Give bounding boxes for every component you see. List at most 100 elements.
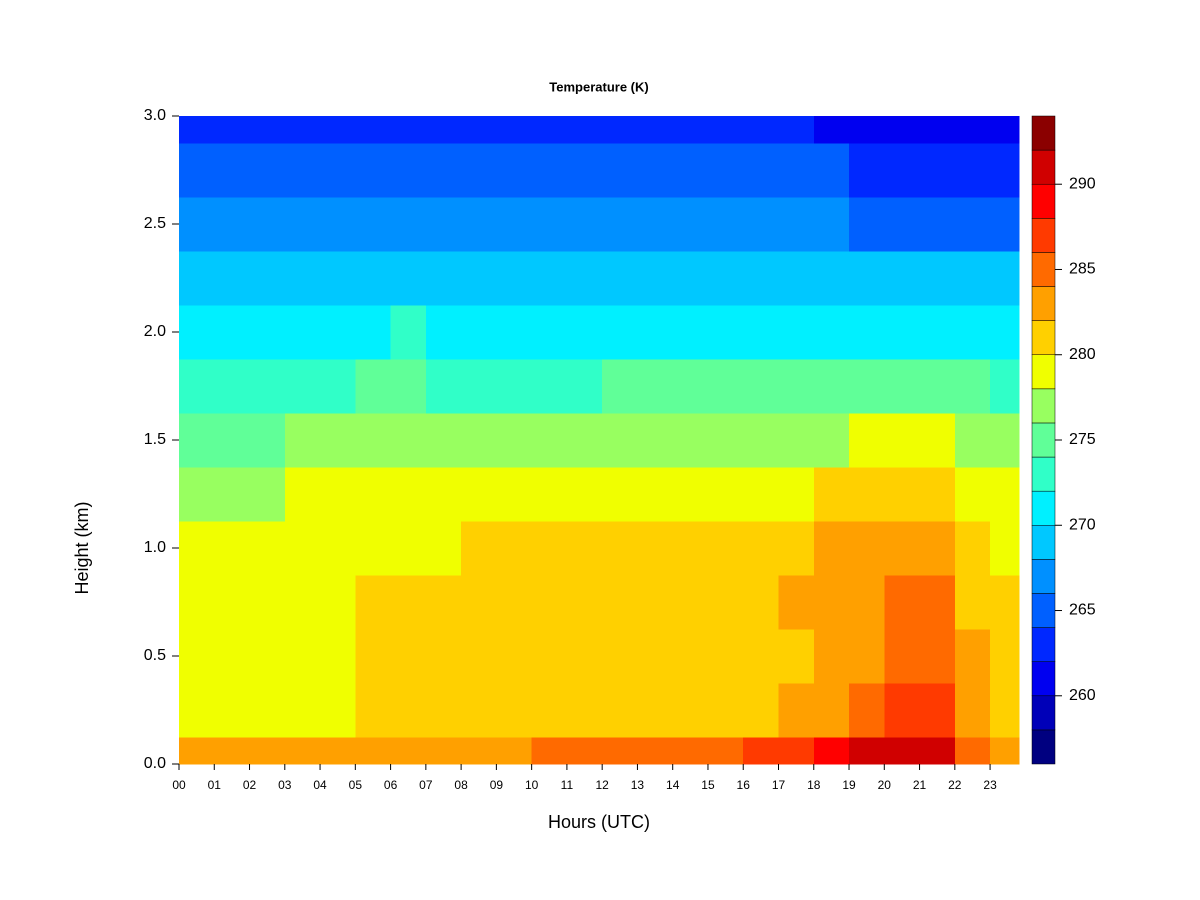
y-axis-label: Height (km): [72, 501, 92, 594]
contour-cell: [425, 737, 462, 765]
contour-cell: [990, 737, 1020, 765]
x-tick-label: 18: [807, 778, 821, 792]
contour-cell: [919, 359, 956, 414]
contour-cell: [179, 116, 215, 144]
contour-cell: [531, 305, 568, 360]
contour-cell: [214, 251, 251, 306]
contour-cell: [496, 305, 533, 360]
contour-cell: [214, 521, 251, 576]
contour-cell: [602, 467, 639, 522]
x-tick-label: 07: [419, 778, 433, 792]
contour-cell: [637, 683, 674, 738]
contour-cell: [743, 521, 780, 576]
contour-cell: [954, 413, 991, 468]
contour-cell: [778, 359, 815, 414]
contour-cell: [496, 467, 533, 522]
contour-cell: [355, 737, 392, 765]
contour-cell: [707, 575, 744, 630]
contour-cell: [461, 359, 497, 414]
contour-cell: [602, 116, 639, 144]
contour-cell: [249, 197, 286, 252]
colorbar-band: [1031, 593, 1056, 628]
contour-cell: [672, 467, 709, 522]
x-tick-label: 21: [913, 778, 927, 792]
contour-cell: [461, 629, 497, 684]
contour-cell: [707, 359, 744, 414]
contour-cell: [531, 197, 568, 252]
contour-cell: [672, 521, 709, 576]
contour-cell: [425, 521, 462, 576]
contour-cell: [849, 575, 885, 630]
contour-cell: [672, 251, 709, 306]
contour-cell: [813, 197, 850, 252]
contour-cell: [320, 575, 356, 630]
contour-cell: [566, 467, 603, 522]
x-tick-label: 08: [454, 778, 468, 792]
contour-cell: [954, 467, 991, 522]
contour-cell: [249, 359, 286, 414]
contour-cell: [672, 413, 709, 468]
contour-cell: [990, 683, 1020, 738]
contour-cell: [707, 197, 744, 252]
contour-cell: [954, 521, 991, 576]
contour-cell: [461, 521, 497, 576]
contour-cell: [602, 521, 639, 576]
contour-cell: [531, 116, 568, 144]
contour-cell: [884, 143, 921, 198]
contour-cell: [390, 629, 427, 684]
contour-cell: [884, 197, 921, 252]
contour-cell: [214, 413, 251, 468]
contour-cell: [425, 305, 462, 360]
contour-cell: [531, 737, 568, 765]
contour-cell: [179, 413, 215, 468]
x-tick-label: 06: [384, 778, 398, 792]
contour-cell: [919, 143, 956, 198]
contour-cell: [637, 737, 674, 765]
contour-cell: [320, 116, 356, 144]
contour-cell: [813, 116, 850, 144]
contour-cell: [320, 629, 356, 684]
contour-cell: [355, 683, 392, 738]
contour-cell: [602, 575, 639, 630]
colorbar-band: [1031, 525, 1056, 560]
colorbar-band: [1031, 320, 1056, 355]
x-tick-label: 11: [561, 778, 574, 792]
colorbar-band: [1031, 149, 1056, 185]
contour-cell: [566, 413, 603, 468]
colorbar-band: [1031, 456, 1056, 492]
x-tick-label: 05: [349, 778, 363, 792]
contour-cell: [813, 413, 850, 468]
contour-cell: [496, 629, 533, 684]
contour-cell: [602, 413, 639, 468]
contour-cell: [461, 197, 497, 252]
contour-cell: [496, 116, 533, 144]
contour-cell: [919, 251, 956, 306]
contour-cell: [849, 629, 885, 684]
contour-cell: [355, 251, 392, 306]
contour-cell: [566, 116, 603, 144]
colorbar-band: [1031, 115, 1056, 151]
contour-cell: [320, 413, 356, 468]
contour-cell: [214, 467, 251, 522]
contour-cell: [778, 413, 815, 468]
colorbar-band: [1031, 218, 1056, 253]
contour-cell: [637, 305, 674, 360]
contour-cell: [707, 305, 744, 360]
contour-cell: [496, 683, 533, 738]
contour-cell: [637, 629, 674, 684]
contour-cell: [461, 575, 497, 630]
contour-cell: [284, 116, 321, 144]
contour-cell: [849, 467, 885, 522]
contour-cell: [566, 143, 603, 198]
contour-cell: [425, 251, 462, 306]
contour-cell: [672, 575, 709, 630]
contour-cell: [637, 359, 674, 414]
contour-cell: [179, 575, 215, 630]
contour-cell: [743, 143, 780, 198]
contour-cell: [320, 521, 356, 576]
contour-cell: [214, 143, 251, 198]
contour-cell: [919, 575, 956, 630]
contour-cell: [743, 737, 780, 765]
contour-cell: [602, 251, 639, 306]
